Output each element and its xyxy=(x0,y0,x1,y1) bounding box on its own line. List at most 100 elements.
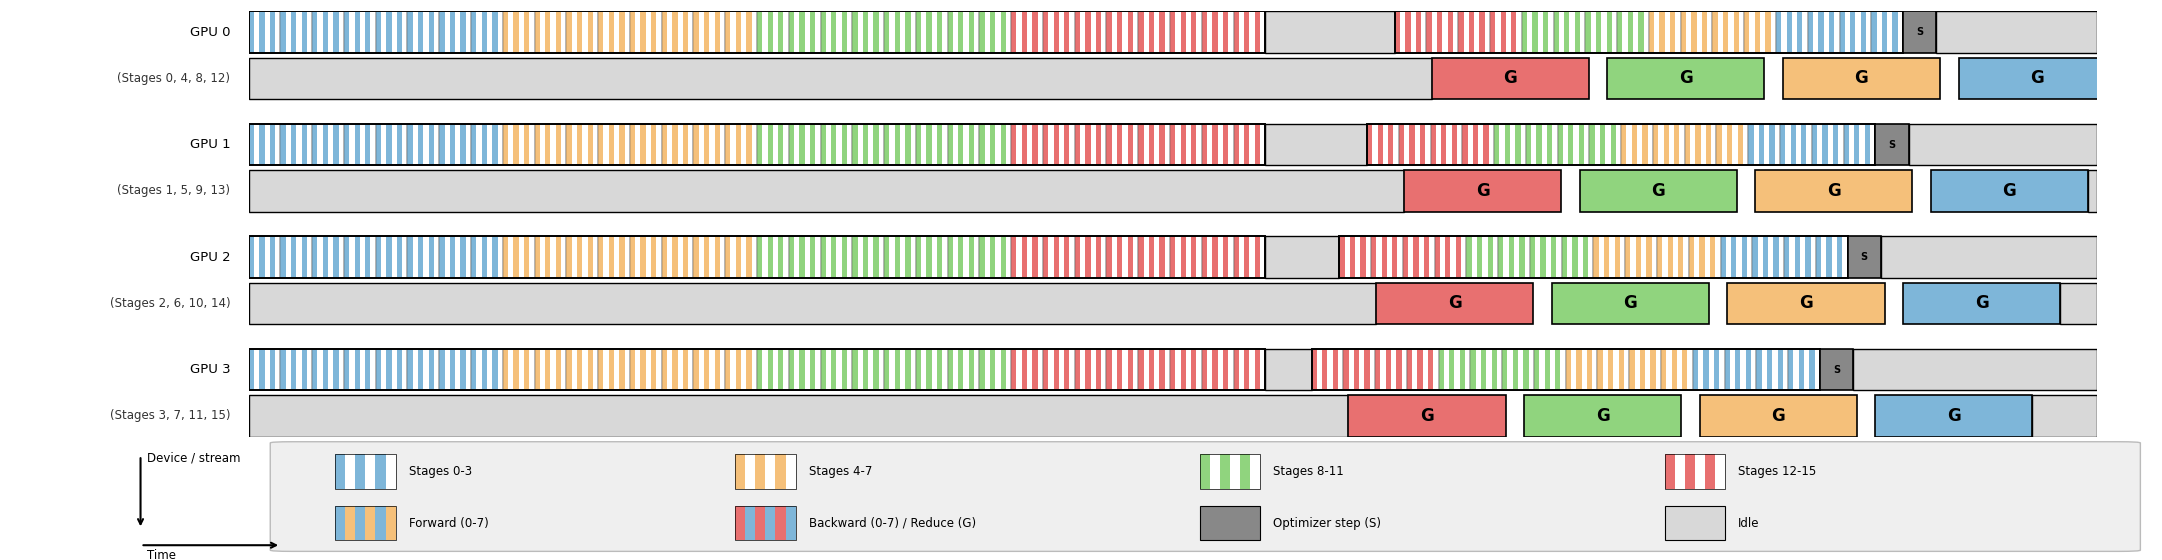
Bar xyxy=(322,349,329,390)
Bar xyxy=(1431,58,1589,99)
Bar xyxy=(1075,11,1081,53)
Bar xyxy=(1053,349,1059,390)
Bar xyxy=(1598,236,1604,278)
Bar xyxy=(1425,236,1429,278)
Bar xyxy=(482,11,486,53)
Bar xyxy=(350,124,355,165)
Bar xyxy=(249,124,1265,165)
Bar xyxy=(884,236,889,278)
Bar xyxy=(884,349,889,390)
Bar xyxy=(1712,11,1719,53)
Bar xyxy=(724,124,757,165)
Bar xyxy=(1500,124,1505,165)
Bar xyxy=(1159,124,1165,165)
Bar xyxy=(1122,11,1129,53)
Bar xyxy=(1338,236,1371,278)
Bar xyxy=(512,349,519,390)
Bar xyxy=(646,124,651,165)
Bar xyxy=(1611,124,1615,165)
Bar xyxy=(757,349,789,390)
Bar xyxy=(822,236,852,278)
Bar xyxy=(709,349,716,390)
Bar xyxy=(1663,236,1667,278)
Bar xyxy=(1751,236,1784,278)
Bar xyxy=(292,124,296,165)
Bar xyxy=(599,236,603,278)
Bar xyxy=(755,454,765,488)
Bar xyxy=(772,11,778,53)
Bar xyxy=(450,236,456,278)
Bar xyxy=(1438,349,1444,390)
Bar xyxy=(614,124,618,165)
Bar xyxy=(281,11,311,53)
Bar xyxy=(646,349,651,390)
Bar xyxy=(1736,349,1740,390)
Bar xyxy=(1740,349,1745,390)
Bar xyxy=(757,124,789,165)
Bar xyxy=(445,124,450,165)
Bar xyxy=(1144,236,1148,278)
Bar xyxy=(1779,124,1812,165)
Bar xyxy=(1704,349,1708,390)
Bar xyxy=(1743,236,1747,278)
Bar xyxy=(493,349,497,390)
Bar xyxy=(1544,11,1548,53)
Bar xyxy=(1820,349,1853,390)
Bar xyxy=(1397,349,1401,390)
Bar xyxy=(917,11,947,53)
Bar xyxy=(651,124,657,165)
Bar xyxy=(1760,124,1764,165)
Bar xyxy=(1366,124,1874,165)
Bar xyxy=(311,236,318,278)
Bar xyxy=(1111,236,1118,278)
Bar xyxy=(270,124,275,165)
Bar xyxy=(1812,124,1816,165)
Bar xyxy=(1526,124,1531,165)
Bar xyxy=(884,124,917,165)
Bar xyxy=(1561,236,1593,278)
Bar xyxy=(450,124,456,165)
Bar xyxy=(995,124,1001,165)
Bar xyxy=(281,124,285,165)
Bar xyxy=(731,236,735,278)
Bar xyxy=(1647,236,1652,278)
Bar xyxy=(556,124,562,165)
Bar xyxy=(1745,11,1775,53)
Bar xyxy=(1565,349,1598,390)
Bar xyxy=(1596,11,1602,53)
Bar xyxy=(1431,124,1436,165)
Bar xyxy=(672,349,677,390)
Bar xyxy=(921,11,927,53)
Bar xyxy=(322,11,329,53)
Bar xyxy=(1701,11,1708,53)
Bar xyxy=(657,236,662,278)
Bar xyxy=(1012,124,1016,165)
Bar xyxy=(1075,124,1081,165)
Bar xyxy=(249,395,1349,437)
Bar xyxy=(1931,170,2088,212)
Bar xyxy=(1206,349,1213,390)
Bar xyxy=(746,236,752,278)
Bar xyxy=(785,454,796,488)
Bar xyxy=(1250,124,1254,165)
Bar xyxy=(917,236,921,278)
Bar xyxy=(1470,349,1503,390)
Bar xyxy=(984,11,990,53)
Bar xyxy=(1239,11,1243,53)
Bar xyxy=(921,124,927,165)
Bar xyxy=(259,236,264,278)
Bar xyxy=(1399,124,1403,165)
Bar xyxy=(763,124,768,165)
Bar xyxy=(456,349,461,390)
Bar xyxy=(1725,349,1756,390)
Bar xyxy=(720,349,724,390)
Bar xyxy=(1544,349,1550,390)
Bar xyxy=(445,11,450,53)
Bar xyxy=(752,11,757,53)
Bar xyxy=(476,124,482,165)
Bar xyxy=(1807,11,1814,53)
Bar xyxy=(471,349,476,390)
Bar xyxy=(677,349,683,390)
Bar xyxy=(1656,236,1663,278)
Bar xyxy=(1111,11,1118,53)
